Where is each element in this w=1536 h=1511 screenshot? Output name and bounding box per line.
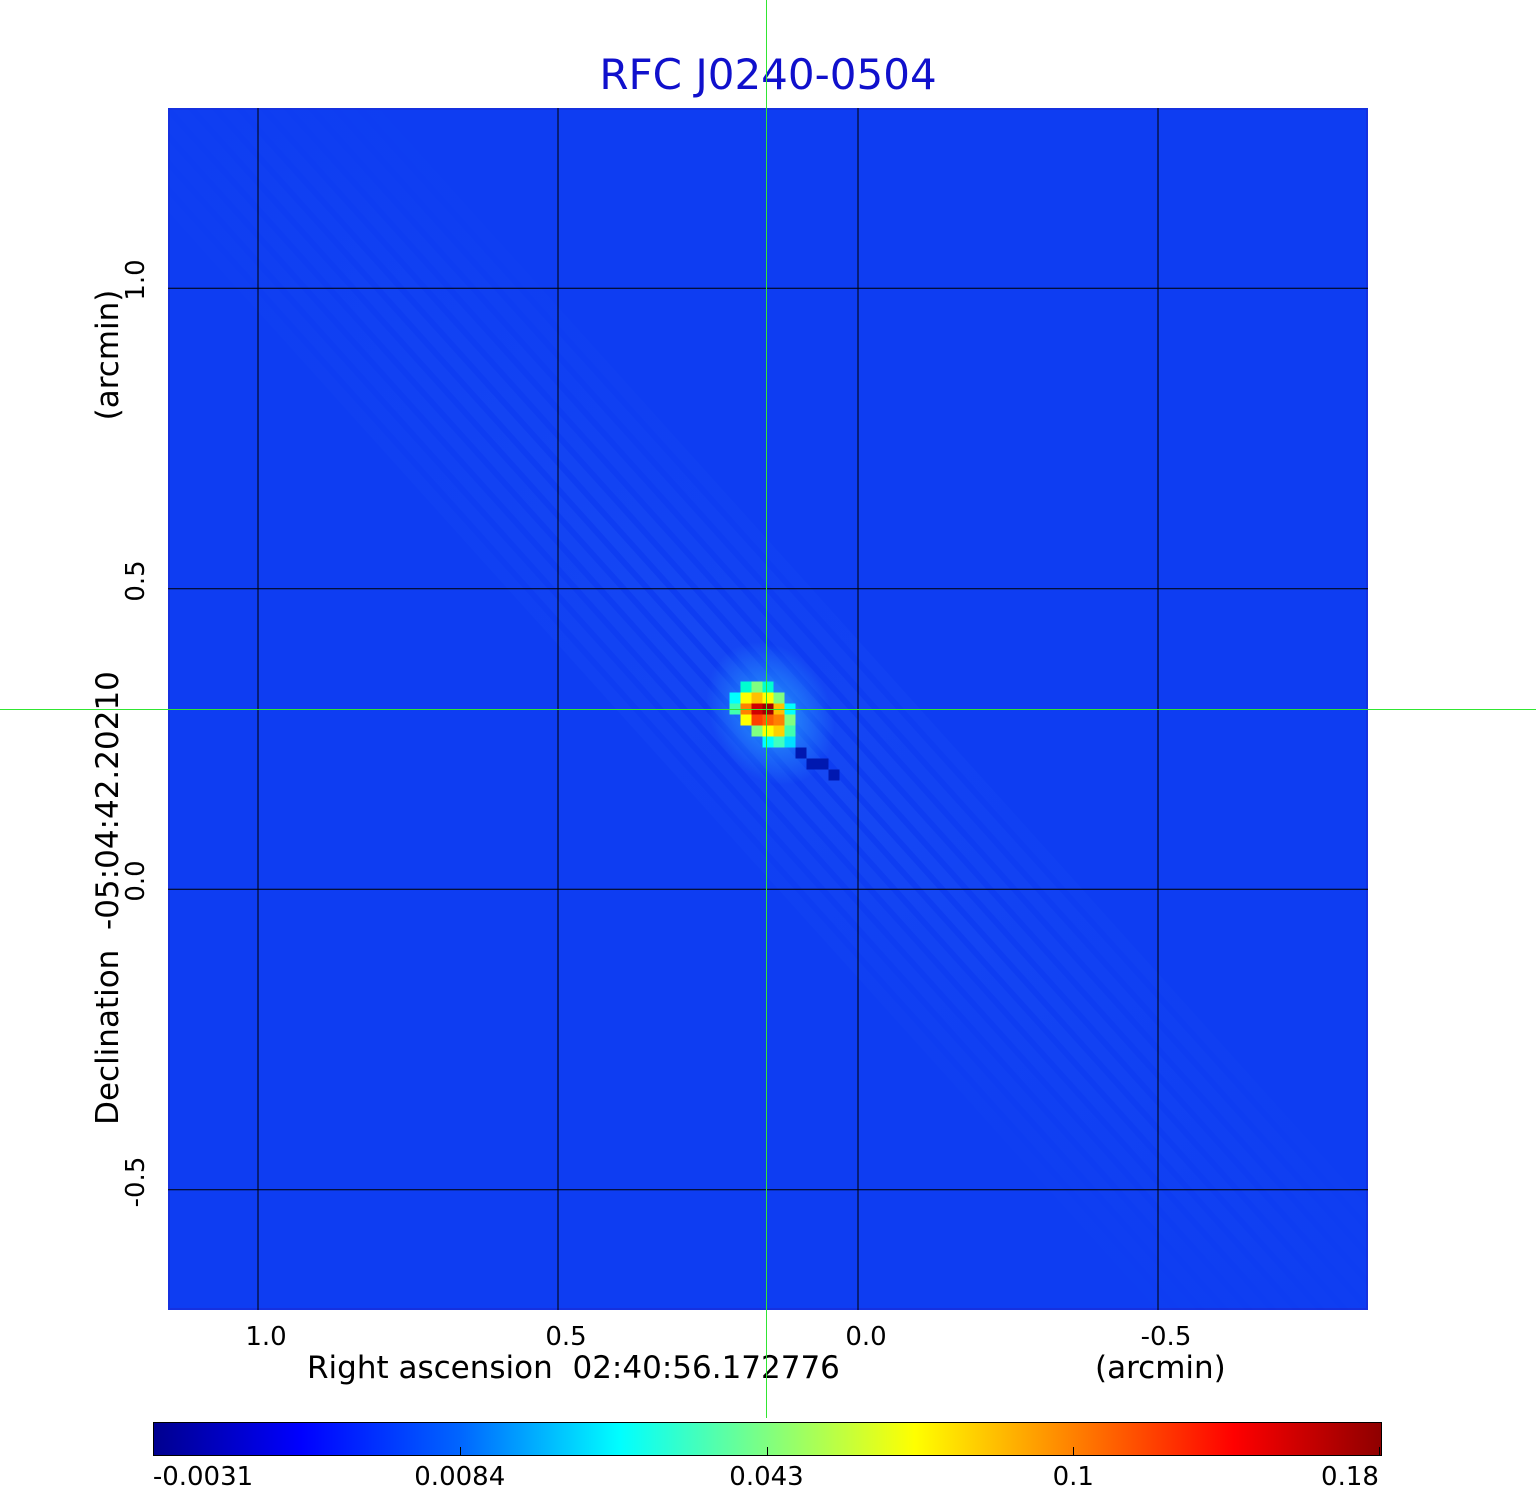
source-pixel bbox=[751, 725, 763, 737]
negative-pixel bbox=[817, 758, 829, 770]
source-pixel bbox=[773, 736, 785, 748]
y-axis-unit: (arcmin) bbox=[90, 289, 126, 421]
source-pixel bbox=[762, 736, 774, 748]
y-axis-label: Declination -05:04:42.20210 bbox=[90, 671, 126, 1125]
source-pixel bbox=[762, 692, 774, 704]
crosshair-horizontal bbox=[0, 709, 1536, 710]
source-pixel bbox=[729, 692, 741, 704]
negative-pixel bbox=[828, 769, 840, 781]
source-pixel bbox=[784, 725, 796, 737]
colorbar-tick-mark bbox=[1073, 1447, 1075, 1455]
colorbar-tick-mark bbox=[1379, 1447, 1380, 1455]
x-axis-unit: (arcmin) bbox=[1095, 1350, 1226, 1386]
source-pixel bbox=[740, 692, 752, 704]
source-pixel bbox=[762, 725, 774, 737]
colorbar-tick-label: 0.18 bbox=[1321, 1462, 1379, 1492]
source-pixel bbox=[784, 714, 796, 726]
source-pixel bbox=[740, 681, 752, 693]
x-tick-label: 0.0 bbox=[845, 1322, 887, 1352]
y-tick-label: -0.5 bbox=[121, 1156, 151, 1208]
y-tick-label: 0.5 bbox=[121, 560, 151, 602]
colorbar-tick-mark bbox=[766, 1447, 768, 1455]
colorbar-tick-label: 0.0084 bbox=[414, 1462, 506, 1492]
source-pixel bbox=[740, 714, 752, 726]
chart-title: RFC J0240-0504 bbox=[599, 50, 937, 99]
colorbar-tick-label: 0.043 bbox=[729, 1462, 804, 1492]
source-pixel bbox=[751, 692, 763, 704]
source-pixel bbox=[784, 736, 796, 748]
x-tick-label: -0.5 bbox=[1140, 1322, 1192, 1352]
colorbar-tick-label: 0.1 bbox=[1052, 1462, 1094, 1492]
source-pixel bbox=[773, 725, 785, 737]
source-pixel bbox=[773, 692, 785, 704]
x-axis-label: Right ascension 02:40:56.172776 bbox=[307, 1350, 840, 1386]
colorbar-tick-mark bbox=[459, 1447, 461, 1455]
colorbar-tick-mark bbox=[153, 1447, 154, 1455]
source-pixel bbox=[762, 681, 774, 693]
source-pixel bbox=[773, 714, 785, 726]
negative-pixel bbox=[806, 758, 818, 770]
source-pixel bbox=[751, 681, 763, 693]
x-tick-label: 1.0 bbox=[245, 1322, 287, 1352]
source-pixel bbox=[762, 714, 774, 726]
colorbar bbox=[153, 1422, 1382, 1456]
negative-pixel bbox=[795, 747, 807, 759]
colorbar-tick-label: -0.0031 bbox=[152, 1462, 254, 1492]
x-tick-label: 0.5 bbox=[545, 1322, 587, 1352]
source-pixel bbox=[751, 714, 763, 726]
